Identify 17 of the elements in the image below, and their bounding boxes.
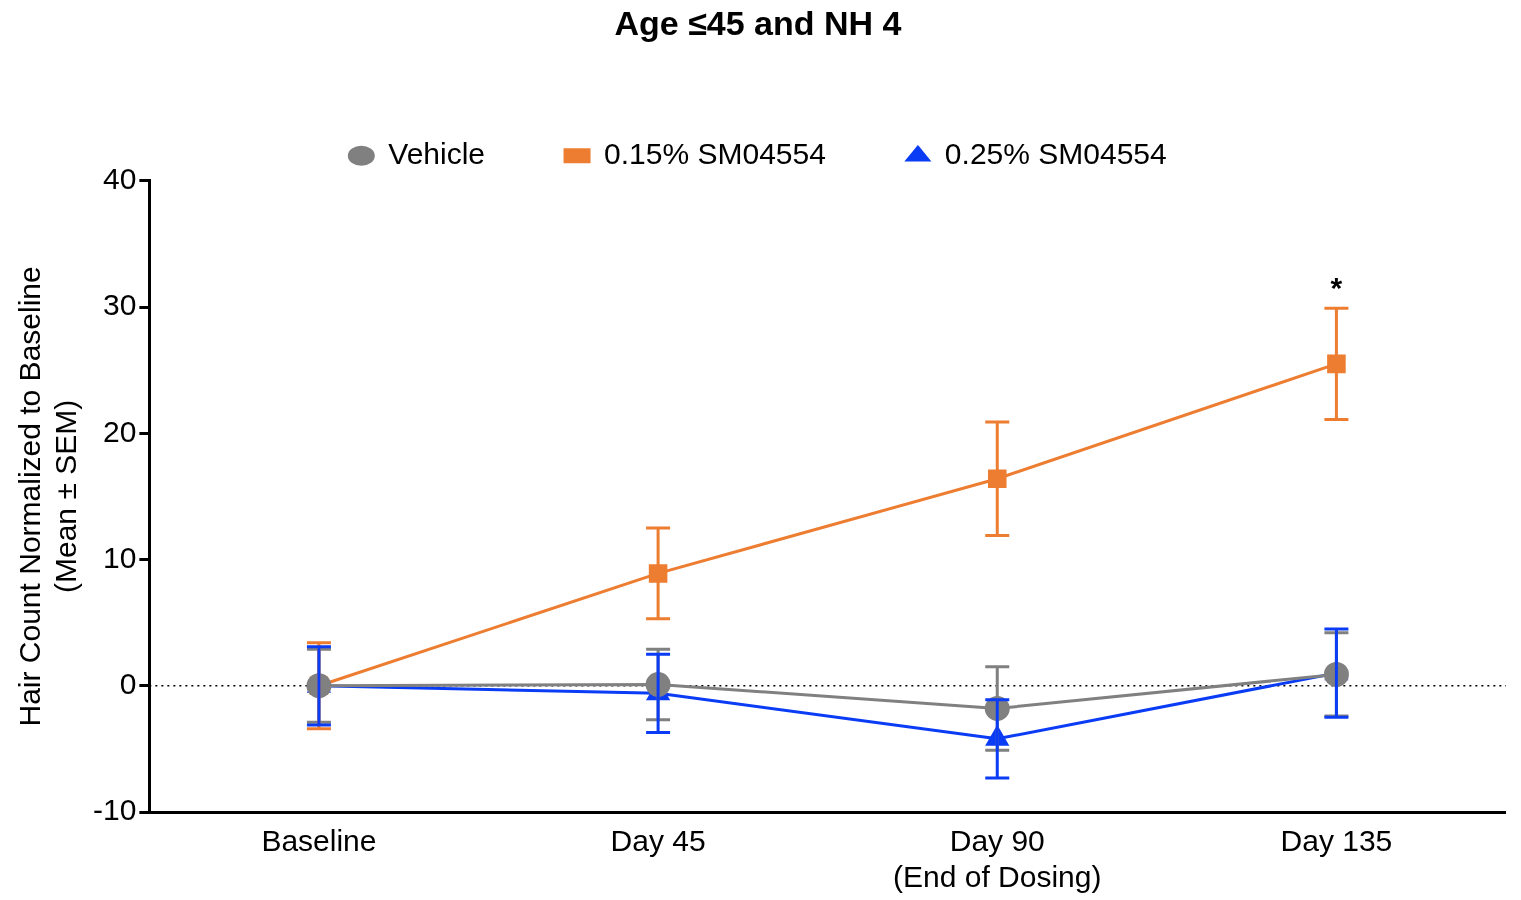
y-tick-label: 0 <box>119 667 137 701</box>
legend-label: 0.15% SM04554 <box>604 137 826 171</box>
x-tick-label: Baseline <box>261 824 377 858</box>
legend-label: Vehicle <box>388 137 486 171</box>
chart-title: Age ≤45 and NH 4 <box>614 3 902 42</box>
point <box>987 469 1007 489</box>
annotation: * <box>1330 270 1343 304</box>
y-axis-title: Hair Count Normalized to Baseline (Mean ± SEM) <box>13 266 83 727</box>
x-tick-label: Day 45 <box>610 824 706 858</box>
legend-label: 0.25% SM04554 <box>944 137 1167 171</box>
y-tick-label: 10 <box>102 540 137 574</box>
x-tick-label: Day 90 (End of Dosing) <box>893 824 1102 894</box>
y-tick-label: -10 <box>93 793 137 827</box>
x-tick-label: Day 135 <box>1280 824 1393 858</box>
y-tick-label: 40 <box>102 162 137 196</box>
y-tick-label: 20 <box>102 414 137 448</box>
y-tick-label: 30 <box>102 288 137 322</box>
